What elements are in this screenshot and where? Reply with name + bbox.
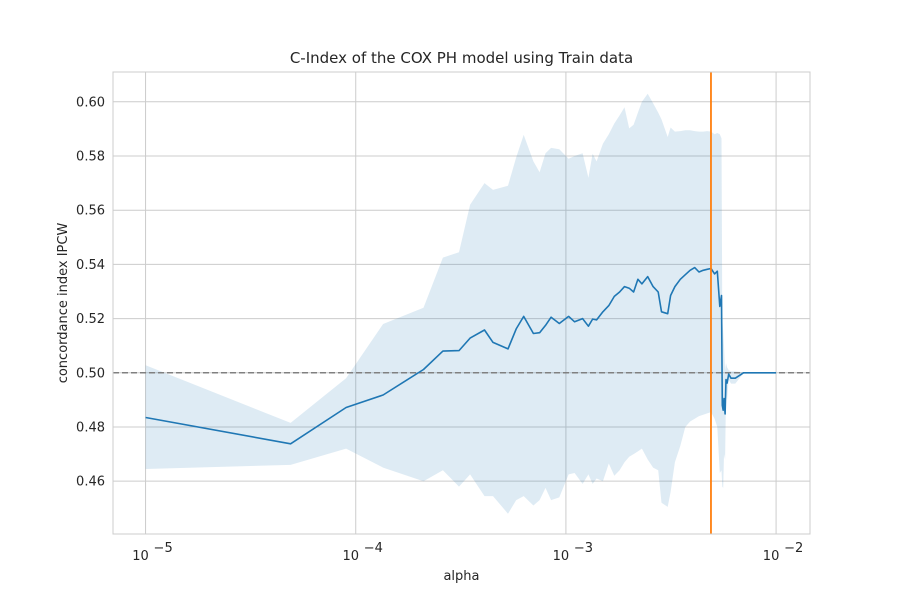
y-tick-label: 0.60 xyxy=(76,95,105,110)
grid-lines xyxy=(113,72,810,534)
y-axis-label: concordance index IPCW xyxy=(56,223,71,384)
confidence-band xyxy=(145,93,777,514)
plot-background xyxy=(113,72,810,534)
y-tick-label: 0.56 xyxy=(76,204,105,219)
x-tick-exponent: −3 xyxy=(574,541,593,556)
x-tick-label: 10 xyxy=(342,549,359,564)
x-tick-label: 10 xyxy=(763,549,780,564)
y-tick-labels: 0.46 0.48 0.50 0.52 0.54 0.56 0.58 0.60 xyxy=(76,95,105,489)
x-tick-labels: 10 −5 10 −4 10 −3 10 −2 xyxy=(132,541,803,564)
y-tick-label: 0.58 xyxy=(76,150,105,165)
x-tick-label: 10 xyxy=(553,549,570,564)
y-tick-label: 0.48 xyxy=(76,420,105,435)
mean-concordance-line xyxy=(145,266,777,445)
x-tick-exponent: −4 xyxy=(364,541,383,556)
y-tick-label: 0.52 xyxy=(76,312,105,327)
x-tick-exponent: −5 xyxy=(154,541,173,556)
x-tick-label: 10 xyxy=(132,549,149,564)
x-axis-label: alpha xyxy=(443,569,479,584)
y-tick-label: 0.46 xyxy=(76,475,105,490)
y-tick-label: 0.54 xyxy=(76,258,105,273)
plot-frame xyxy=(112,71,811,535)
y-tick-label: 0.50 xyxy=(76,366,105,381)
x-tick-exponent: −2 xyxy=(784,541,803,556)
chart-title: C-Index of the COX PH model using Train … xyxy=(290,49,633,67)
